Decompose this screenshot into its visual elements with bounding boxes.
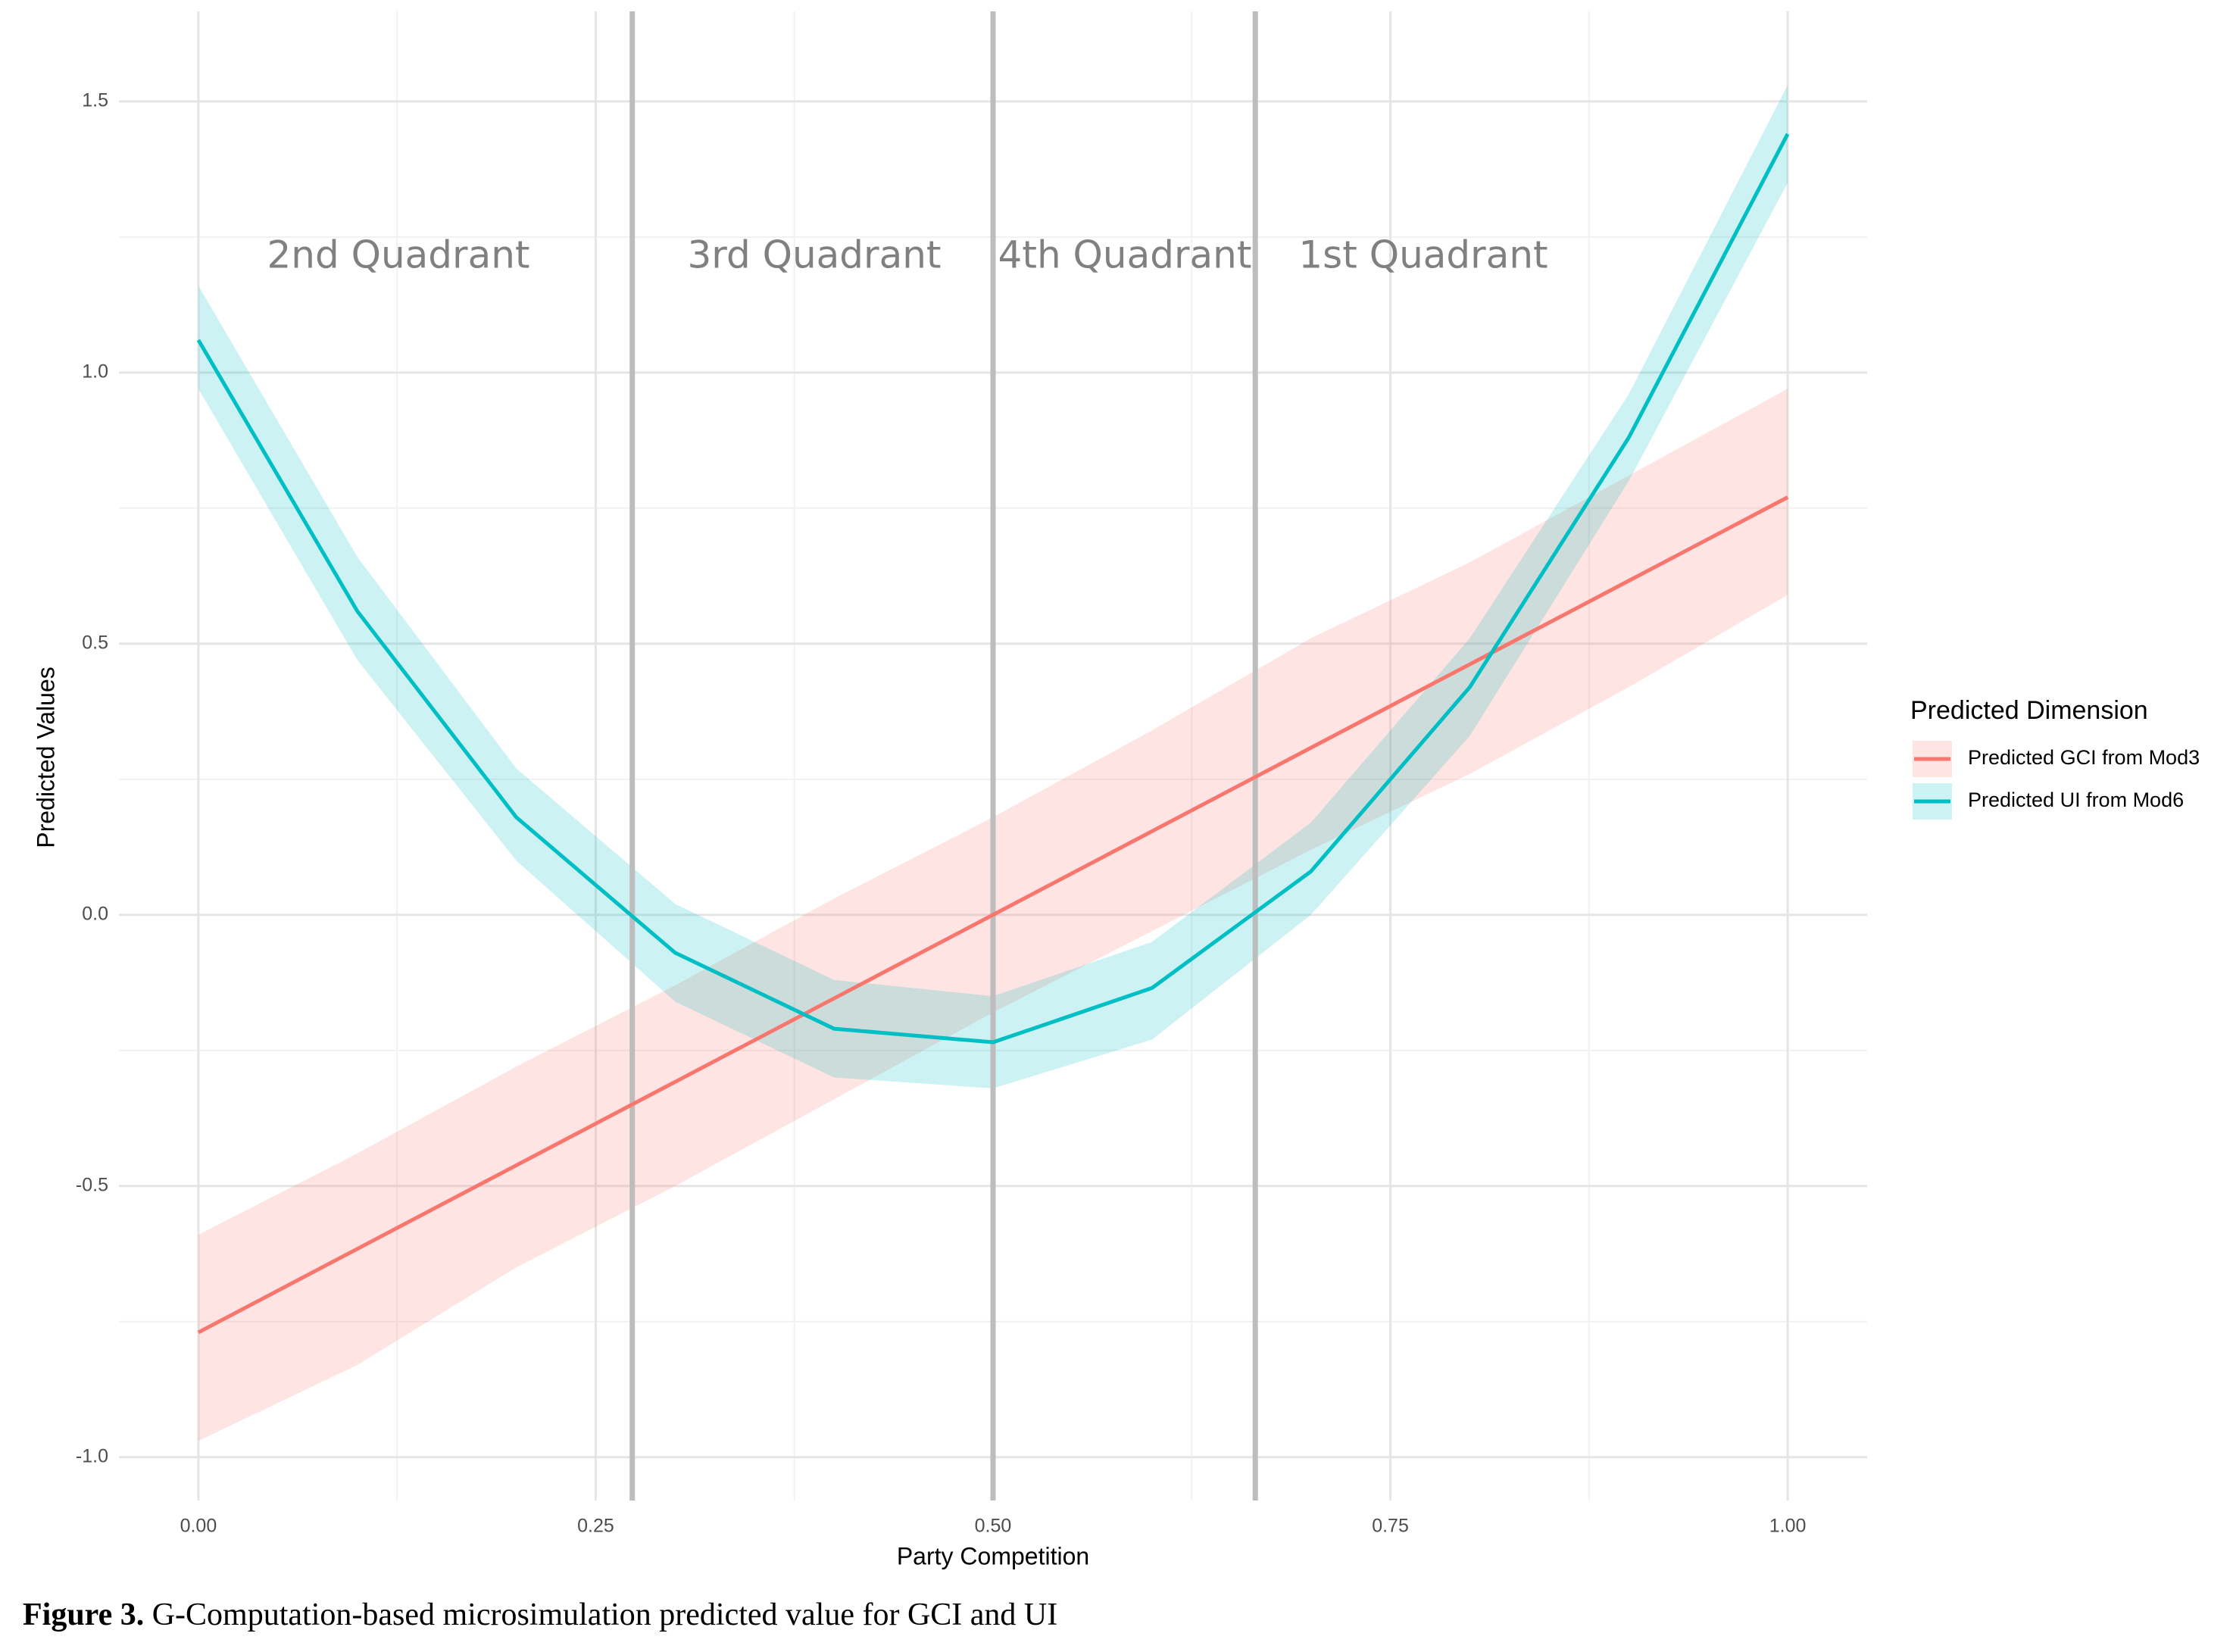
confidence-band: [198, 85, 1788, 1088]
quadrant-label: 4th Quadrant: [998, 233, 1252, 277]
caption-text: G-Computation-based microsimulation pred…: [144, 1597, 1057, 1632]
y-tick-label: 0.5: [82, 632, 108, 653]
x-tick-label: 0.50: [975, 1516, 1012, 1537]
caption-label: Figure 3.: [23, 1597, 144, 1632]
line: [196, 133, 1790, 1045]
legend-label: Predicted GCI from Mod3: [1968, 746, 2200, 769]
x-tick-label: 0.25: [577, 1516, 614, 1537]
x-axis-title: Party Competition: [897, 1542, 1089, 1569]
line: [197, 495, 1789, 1335]
x-tick-label: 0.00: [180, 1516, 217, 1537]
y-tick-label: 1.5: [82, 89, 108, 111]
y-tick-label: -0.5: [76, 1174, 108, 1195]
x-tick-label: 0.75: [1372, 1516, 1409, 1537]
y-axis-title: Predicted Values: [32, 667, 59, 848]
y-tick-label: 1.0: [82, 361, 108, 382]
caption: Figure 3. G-Computation-based microsimul…: [23, 1597, 1057, 1632]
legend-label: Predicted UI from Mod6: [1968, 789, 2184, 811]
quadrant-label: 2nd Quadrant: [267, 233, 529, 277]
quadrant-label: 3rd Quadrant: [687, 233, 941, 277]
legend-title: Predicted Dimension: [1910, 696, 2148, 725]
x-tick-label: 1.00: [1769, 1516, 1807, 1537]
y-tick-label: 0.0: [82, 903, 108, 924]
y-tick-label: -1.0: [76, 1445, 108, 1466]
quadrant-label: 1st Quadrant: [1298, 233, 1547, 277]
